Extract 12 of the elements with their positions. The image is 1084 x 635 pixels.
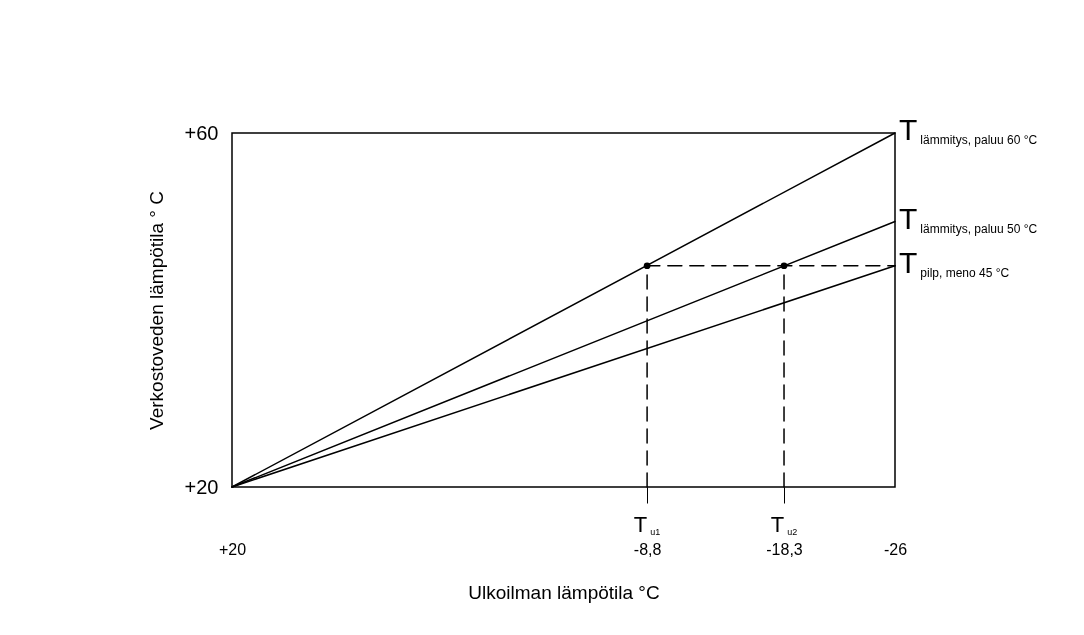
x-tick-label: -18,3 (766, 540, 803, 558)
series-label: T$_{pilp, meno 45 °C}$ (899, 245, 1010, 280)
x-axis-title: Ulkoilman lämpötila °C (468, 581, 660, 603)
x-tick-label: -8,8 (633, 540, 662, 558)
y-tick-label: +60 (184, 121, 219, 144)
annotation: T$_{u1}$ (633, 512, 661, 537)
x-tick-label: +20 (218, 540, 247, 558)
x-tick-label: -26 (883, 540, 908, 558)
series-label: T$_{lämmitys, paluu 50 °C}$ (899, 201, 1038, 236)
annotation: T$_{u2}$ (770, 512, 798, 537)
y-axis-title: Verkostoveden lämpötila ° C (145, 191, 167, 430)
series-label: T$_{lämmitys, paluu 60 °C}$ (899, 113, 1038, 147)
